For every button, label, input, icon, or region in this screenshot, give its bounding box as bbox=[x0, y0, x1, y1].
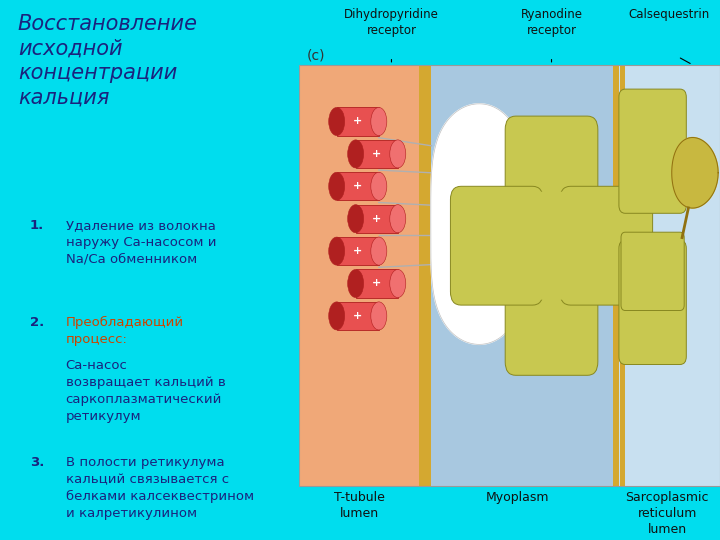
Text: +: + bbox=[353, 311, 362, 321]
Ellipse shape bbox=[371, 302, 387, 330]
Bar bbox=[426, 65, 431, 486]
Bar bbox=[356, 205, 397, 233]
Text: T-tubule
lumen: T-tubule lumen bbox=[334, 491, 385, 521]
Ellipse shape bbox=[329, 107, 345, 136]
Bar bbox=[425, 65, 619, 486]
Polygon shape bbox=[431, 104, 534, 345]
Bar bbox=[619, 65, 720, 486]
Ellipse shape bbox=[329, 237, 345, 265]
Text: +: + bbox=[372, 149, 382, 159]
Text: Удаление из волокна
наружу Са-насосом и
Na/Ca обменником: Удаление из волокна наружу Са-насосом и … bbox=[66, 219, 216, 266]
Bar bbox=[613, 65, 619, 486]
Text: 2.: 2. bbox=[30, 316, 44, 329]
Bar bbox=[356, 269, 397, 298]
Text: +: + bbox=[372, 279, 382, 288]
Bar bbox=[620, 65, 625, 486]
Text: В полости ретикулума
кальций связывается с
белками калсеквестрином
и калретикули: В полости ретикулума кальций связывается… bbox=[66, 456, 254, 521]
Bar bbox=[337, 172, 379, 200]
Text: +: + bbox=[353, 117, 362, 126]
Text: Преобладающий
процесс:: Преобладающий процесс: bbox=[66, 316, 184, 346]
Bar bbox=[337, 302, 379, 330]
Text: Calsequestrin: Calsequestrin bbox=[629, 8, 710, 21]
Text: Sarcoplasmic
reticulum
lumen: Sarcoplasmic reticulum lumen bbox=[626, 491, 709, 536]
FancyBboxPatch shape bbox=[621, 232, 684, 310]
Ellipse shape bbox=[329, 302, 345, 330]
Bar bbox=[419, 65, 426, 486]
Ellipse shape bbox=[371, 237, 387, 265]
Text: Ryanodine
receptor: Ryanodine receptor bbox=[521, 8, 582, 37]
Text: Myoplasm: Myoplasm bbox=[486, 491, 549, 504]
FancyBboxPatch shape bbox=[619, 240, 686, 364]
Text: +: + bbox=[353, 246, 362, 256]
Ellipse shape bbox=[371, 172, 387, 200]
Ellipse shape bbox=[371, 107, 387, 136]
FancyBboxPatch shape bbox=[560, 186, 652, 305]
Bar bbox=[299, 65, 425, 486]
FancyBboxPatch shape bbox=[510, 192, 593, 300]
FancyBboxPatch shape bbox=[505, 256, 598, 375]
FancyBboxPatch shape bbox=[451, 186, 543, 305]
FancyBboxPatch shape bbox=[619, 89, 686, 213]
Text: 3.: 3. bbox=[30, 456, 44, 469]
Text: +: + bbox=[372, 214, 382, 224]
Ellipse shape bbox=[390, 205, 406, 233]
Text: Восстановление
исходной
концентрации
кальция: Восстановление исходной концентрации кал… bbox=[18, 14, 198, 108]
Polygon shape bbox=[672, 138, 718, 208]
Bar bbox=[337, 237, 379, 265]
Bar bbox=[299, 65, 720, 486]
Text: Са-насос
возвращает кальций в
саркоплазматический
ретикулум: Са-насос возвращает кальций в саркоплазм… bbox=[66, 359, 225, 423]
Ellipse shape bbox=[390, 269, 406, 298]
Bar bbox=[356, 140, 397, 168]
Ellipse shape bbox=[390, 140, 406, 168]
Ellipse shape bbox=[329, 172, 345, 200]
Ellipse shape bbox=[348, 140, 364, 168]
Ellipse shape bbox=[348, 269, 364, 298]
Text: 1.: 1. bbox=[30, 219, 44, 232]
Text: (c): (c) bbox=[307, 48, 325, 62]
Ellipse shape bbox=[348, 205, 364, 233]
FancyBboxPatch shape bbox=[505, 116, 598, 235]
Text: +: + bbox=[353, 181, 362, 191]
Text: Dihydropyridine
receptor: Dihydropyridine receptor bbox=[344, 8, 439, 37]
Bar bbox=[337, 107, 379, 136]
